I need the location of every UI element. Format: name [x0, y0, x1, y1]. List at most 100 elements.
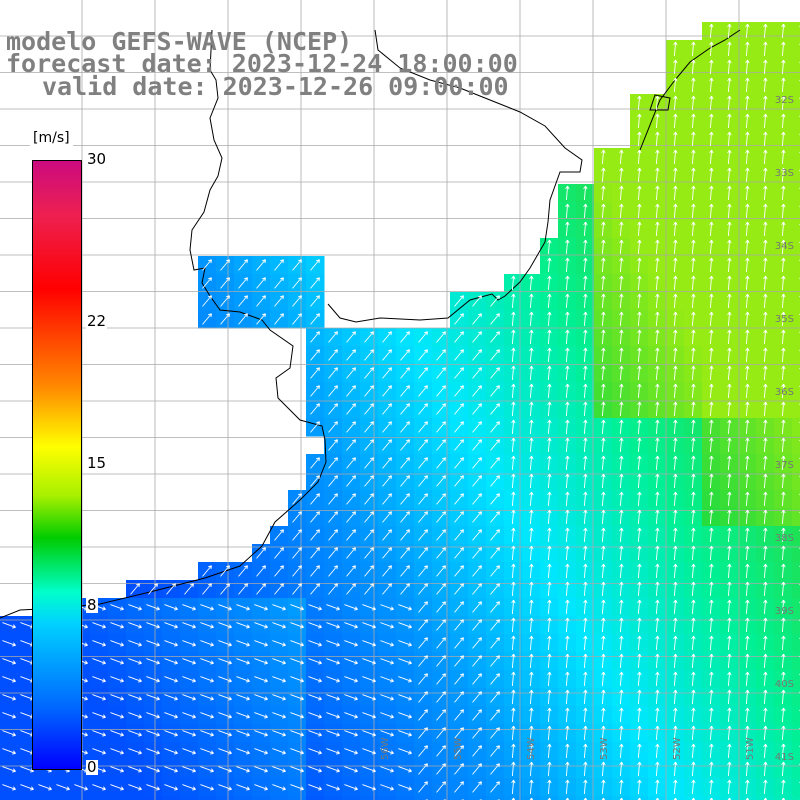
wind-arrow: [328, 493, 338, 505]
wind-arrow: [763, 473, 768, 489]
wind-arrow: [418, 727, 428, 739]
wind-arrow: [601, 761, 606, 777]
wind-arrow: [310, 493, 320, 505]
wind-arrow: [583, 725, 588, 741]
wind-arrow: [727, 383, 732, 399]
wind-arrow: [529, 563, 534, 579]
wind-arrow: [691, 329, 696, 345]
wind-arrow: [128, 784, 142, 791]
wind-arrow: [763, 131, 768, 147]
wind-arrow: [637, 581, 642, 597]
wind-arrow: [673, 437, 678, 453]
wind-arrow: [727, 779, 732, 795]
wind-arrow: [110, 748, 124, 755]
wind-arrow: [763, 761, 768, 777]
wind-arrow: [745, 689, 750, 705]
wind-arrow: [619, 401, 624, 417]
wind-arrow: [380, 748, 394, 755]
wind-arrow: [781, 761, 786, 777]
wind-arrow: [236, 730, 250, 737]
wind-arrow: [20, 784, 34, 791]
wind-arrow: [673, 779, 678, 795]
wind-arrow: [565, 635, 570, 651]
wind-speed-cell: [108, 796, 127, 800]
wind-arrow: [382, 475, 392, 487]
wind-arrow: [328, 331, 338, 343]
wind-arrow: [92, 784, 106, 791]
wind-arrow: [709, 509, 714, 525]
wind-arrow: [673, 293, 678, 309]
wind-arrow: [472, 727, 482, 739]
wind-arrow: [454, 529, 464, 541]
wind-arrow: [436, 367, 446, 379]
wind-arrow: [547, 473, 552, 489]
latitude-label: 40S: [774, 679, 794, 690]
wind-arrow: [274, 529, 284, 541]
wind-arrow: [472, 655, 482, 667]
wind-arrow: [709, 311, 714, 327]
wind-arrow: [164, 658, 178, 665]
wind-speed-cell: [486, 796, 505, 800]
wind-arrow: [272, 766, 286, 773]
wind-arrow: [637, 401, 642, 417]
wind-arrow: [472, 439, 482, 451]
wind-arrow: [380, 604, 394, 611]
wind-arrow: [637, 599, 642, 615]
wind-arrow: [583, 221, 588, 237]
latitude-label: 34S: [774, 241, 794, 252]
wind-arrow: [511, 635, 516, 651]
wind-arrow: [164, 640, 178, 647]
wind-arrow: [200, 766, 214, 773]
wind-speed-cell: [792, 544, 800, 563]
wind-arrow: [565, 527, 570, 543]
wind-arrow: [436, 331, 446, 343]
wind-arrow: [601, 167, 606, 183]
wind-arrow: [254, 730, 268, 737]
wind-arrow: [781, 185, 786, 201]
wind-arrow: [511, 275, 516, 291]
wind-arrow: [547, 563, 552, 579]
wind-arrow: [781, 23, 786, 39]
wind-arrow: [547, 329, 552, 345]
wind-arrow: [511, 401, 516, 417]
wind-arrow: [601, 707, 606, 723]
wind-arrow: [673, 563, 678, 579]
wind-arrow: [763, 635, 768, 651]
wind-arrow: [182, 676, 196, 683]
wind-arrow: [418, 691, 428, 703]
wind-arrow: [781, 599, 786, 615]
wind-arrow: [346, 511, 356, 523]
wind-arrow: [781, 707, 786, 723]
wind-arrow: [619, 347, 624, 363]
wind-arrow: [655, 167, 660, 183]
wind-arrow: [547, 671, 552, 687]
wind-arrow: [346, 583, 356, 595]
wind-arrow: [619, 725, 624, 741]
wind-arrow: [547, 293, 552, 309]
wind-arrow: [763, 77, 768, 93]
wind-speed-cell: [216, 796, 235, 800]
wind-arrow: [763, 347, 768, 363]
wind-arrow: [691, 149, 696, 165]
wind-arrow: [619, 293, 624, 309]
wind-arrow: [565, 401, 570, 417]
wind-arrow: [472, 565, 482, 577]
wind-arrow: [346, 331, 356, 343]
wind-arrow: [709, 599, 714, 615]
wind-arrow: [745, 293, 750, 309]
wind-arrow: [382, 421, 392, 433]
wind-arrow: [529, 473, 534, 489]
wind-arrow: [637, 671, 642, 687]
wind-speed-cell: [792, 454, 800, 473]
coastline-north: [327, 29, 583, 323]
wind-arrow: [472, 745, 482, 757]
wind-arrow: [308, 640, 322, 647]
wind-arrow: [673, 347, 678, 363]
wind-arrow: [727, 167, 732, 183]
wind-arrow: [673, 77, 678, 93]
wind-arrow: [745, 563, 750, 579]
wind-arrow: [619, 527, 624, 543]
wind-arrow: [398, 658, 412, 665]
wind-arrow: [310, 547, 320, 559]
colorbar-tick-label: 30: [86, 150, 108, 168]
